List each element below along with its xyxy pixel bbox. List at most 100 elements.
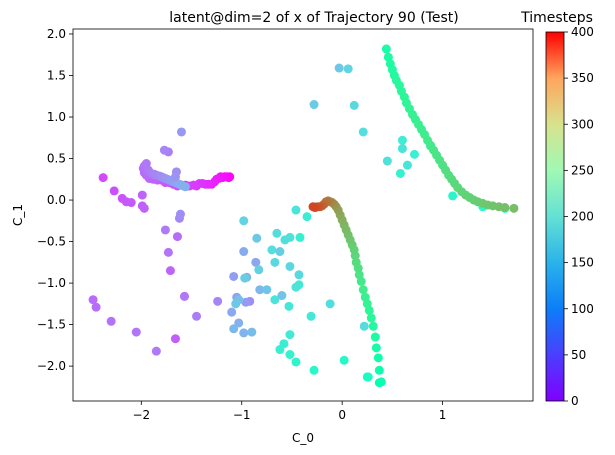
scatter-point <box>109 186 119 196</box>
scatter-point <box>262 285 272 295</box>
colorbar-tick-label: 50 <box>571 348 586 362</box>
colorbar-tick-label: 200 <box>571 210 594 224</box>
scatter-point <box>280 235 290 245</box>
scatter-point <box>91 302 101 312</box>
scatter-point <box>291 282 301 292</box>
colorbar-tick-label: 0 <box>571 394 579 408</box>
scatter-point <box>351 257 361 267</box>
scatter-point <box>241 297 251 307</box>
colorbar-tick-label: 100 <box>571 302 594 316</box>
scatter-point <box>395 168 405 178</box>
scatter-point <box>175 209 185 219</box>
y-tick-label: −1.5 <box>37 318 66 332</box>
scatter-point <box>397 144 407 154</box>
scatter-point <box>163 247 173 257</box>
scatter-point <box>131 327 141 337</box>
scatter-point <box>213 296 223 306</box>
scatter-point <box>302 212 312 222</box>
scatter-point <box>308 202 318 212</box>
scatter-point <box>366 313 376 323</box>
y-tick-label: 0.0 <box>47 193 66 207</box>
scatter-point <box>291 357 301 367</box>
scatter-point <box>247 327 257 337</box>
scatter-point <box>88 295 98 305</box>
scatter-point <box>254 265 264 275</box>
scatter-point <box>239 247 249 257</box>
x-tick-label: 0 <box>338 408 346 422</box>
scatter-point <box>275 345 285 355</box>
scatter-point <box>239 216 249 226</box>
scatter-point <box>192 311 202 321</box>
scatter-point <box>240 273 250 283</box>
scatter-point <box>376 377 386 387</box>
scatter-point <box>159 145 169 155</box>
scatter-point <box>251 257 261 267</box>
scatter-point <box>275 247 285 257</box>
scatter-point <box>309 100 319 110</box>
scatter-point <box>343 64 353 74</box>
colorbar-tick-label: 250 <box>571 163 594 177</box>
scatter-point <box>373 353 383 363</box>
scatter-point <box>397 135 407 145</box>
x-tick-label: −1 <box>233 408 251 422</box>
colorbar-tick-label: 300 <box>571 117 594 131</box>
scatter-point <box>270 295 280 305</box>
scatter-point <box>358 285 368 295</box>
scatter-point <box>252 233 262 243</box>
chart-title: latent@dim=2 of x of Trajectory 90 (Test… <box>169 10 458 26</box>
scatter-point <box>176 127 186 137</box>
scatter-point <box>402 160 412 170</box>
scatter-point <box>409 149 419 159</box>
scatter-point <box>98 173 108 183</box>
scatter-point <box>267 245 277 255</box>
scatter-point <box>295 232 305 242</box>
scatter-point <box>291 205 301 215</box>
y-tick-label: 2.0 <box>47 27 66 41</box>
plot-frame <box>72 28 534 402</box>
scatter-point <box>172 232 182 242</box>
scatter-point <box>285 330 295 340</box>
scatter-point <box>170 172 180 182</box>
scatter-points <box>88 44 519 388</box>
y-axis-label: C_1 <box>11 204 25 226</box>
colorbar <box>546 32 564 401</box>
scatter-point <box>349 100 359 110</box>
scatter-point <box>306 311 316 321</box>
y-tick-label: −2.0 <box>37 359 66 373</box>
colorbar-tick-label: 400 <box>571 25 594 39</box>
scatter-point <box>309 365 319 375</box>
scatter-point <box>359 321 369 331</box>
y-tick-label: 0.5 <box>47 152 66 166</box>
scatter-point <box>371 343 381 353</box>
scatter-point <box>165 266 175 276</box>
x-tick-label: 1 <box>439 408 447 422</box>
colorbar-ticks: 0 50 100 150 200 250 300 350 400 <box>564 25 594 408</box>
scatter-point <box>294 270 304 280</box>
scatter-point <box>179 291 189 301</box>
scatter-point <box>139 203 149 213</box>
colorbar-tick-label: 150 <box>571 256 594 270</box>
y-axis-ticks: −2.0 −1.5 −1.0 −0.5 0.0 0.5 1.0 1.5 2.0 <box>37 27 73 373</box>
scatter-point <box>354 270 364 280</box>
scatter-point <box>231 299 241 309</box>
scatter-point <box>106 316 116 326</box>
scatter-point <box>284 301 294 311</box>
scatter-point <box>229 324 239 334</box>
y-tick-label: 1.5 <box>47 69 66 83</box>
scatter-point <box>334 63 344 73</box>
scatter-point <box>229 271 239 281</box>
scatter-point <box>170 334 180 344</box>
scatter-point <box>126 198 136 208</box>
scatter-point <box>448 191 458 201</box>
scatter-point <box>137 190 147 200</box>
scatter-point <box>509 203 519 213</box>
y-tick-label: 1.0 <box>47 110 66 124</box>
scatter-point <box>382 156 392 166</box>
scatter-point <box>180 182 190 192</box>
scatter-point <box>272 228 282 238</box>
scatter-point <box>160 225 170 235</box>
scatter-point <box>374 365 384 375</box>
colorbar-label: Timesteps <box>520 10 593 26</box>
scatter-point <box>368 321 378 331</box>
